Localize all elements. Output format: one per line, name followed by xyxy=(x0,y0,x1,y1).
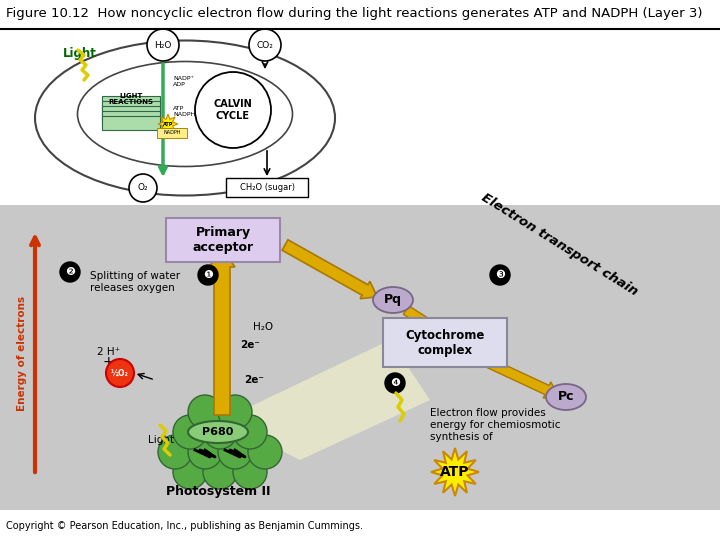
FancyArrow shape xyxy=(403,306,471,353)
Text: Light: Light xyxy=(63,46,97,59)
FancyBboxPatch shape xyxy=(166,218,280,262)
Text: H₂O: H₂O xyxy=(154,40,171,50)
FancyBboxPatch shape xyxy=(102,111,160,125)
Circle shape xyxy=(233,455,267,489)
Circle shape xyxy=(195,72,271,148)
Circle shape xyxy=(188,395,222,429)
Text: Pc: Pc xyxy=(558,390,575,403)
Text: 2 H⁺: 2 H⁺ xyxy=(97,347,120,357)
Polygon shape xyxy=(158,114,178,134)
FancyBboxPatch shape xyxy=(0,28,720,205)
Circle shape xyxy=(173,415,207,449)
FancyBboxPatch shape xyxy=(157,128,187,138)
Text: Figure 10.12  How noncyclic electron flow during the light reactions generates A: Figure 10.12 How noncyclic electron flow… xyxy=(6,8,703,21)
Text: +: + xyxy=(102,355,114,369)
FancyArrow shape xyxy=(485,357,558,398)
Ellipse shape xyxy=(373,287,413,313)
Circle shape xyxy=(249,29,281,61)
Circle shape xyxy=(198,265,218,285)
Text: Cytochrome
complex: Cytochrome complex xyxy=(405,329,485,357)
Polygon shape xyxy=(431,448,479,496)
FancyBboxPatch shape xyxy=(102,106,160,120)
Text: NADP⁺: NADP⁺ xyxy=(173,76,194,80)
Text: H₂O: H₂O xyxy=(253,322,273,332)
Ellipse shape xyxy=(188,421,248,443)
Circle shape xyxy=(490,265,510,285)
Circle shape xyxy=(203,415,237,449)
Text: CALVIN
CYCLE: CALVIN CYCLE xyxy=(214,99,253,121)
Circle shape xyxy=(129,174,157,202)
Text: 2e⁻: 2e⁻ xyxy=(240,340,260,350)
Circle shape xyxy=(385,373,405,393)
Circle shape xyxy=(60,262,80,282)
Text: NADPH: NADPH xyxy=(173,112,195,118)
Text: Photosystem II: Photosystem II xyxy=(166,485,270,498)
Text: ❷: ❷ xyxy=(65,267,75,277)
Circle shape xyxy=(218,435,252,469)
FancyArrow shape xyxy=(282,240,377,299)
Circle shape xyxy=(188,435,222,469)
Text: CO₂: CO₂ xyxy=(256,40,274,50)
Text: Splitting of water
releases oxygen: Splitting of water releases oxygen xyxy=(90,271,180,293)
Text: Electron flow provides
energy for chemiosmotic
synthesis of: Electron flow provides energy for chemio… xyxy=(430,408,560,442)
Text: NADPH: NADPH xyxy=(163,131,181,136)
Text: ATP: ATP xyxy=(440,465,469,479)
Circle shape xyxy=(233,415,267,449)
FancyArrow shape xyxy=(209,249,235,415)
Text: Energy of electrons: Energy of electrons xyxy=(17,295,27,410)
FancyBboxPatch shape xyxy=(102,101,160,115)
FancyBboxPatch shape xyxy=(0,205,720,510)
FancyBboxPatch shape xyxy=(383,318,507,367)
Polygon shape xyxy=(222,340,430,460)
Text: ½O₂: ½O₂ xyxy=(111,368,129,377)
Circle shape xyxy=(158,435,192,469)
FancyBboxPatch shape xyxy=(102,116,160,130)
Text: ❹: ❹ xyxy=(390,378,400,388)
FancyBboxPatch shape xyxy=(226,178,308,197)
Text: O₂: O₂ xyxy=(138,184,148,192)
Text: ATP: ATP xyxy=(173,105,184,111)
Text: Electron transport chain: Electron transport chain xyxy=(480,191,641,299)
Text: ADP: ADP xyxy=(173,82,186,86)
Circle shape xyxy=(248,435,282,469)
Circle shape xyxy=(147,29,179,61)
Text: Primary
acceptor: Primary acceptor xyxy=(192,226,253,254)
FancyBboxPatch shape xyxy=(0,510,720,540)
Text: Pq: Pq xyxy=(384,294,402,307)
Ellipse shape xyxy=(546,384,586,410)
Text: ❸: ❸ xyxy=(495,270,505,280)
Circle shape xyxy=(218,395,252,429)
Text: ATP: ATP xyxy=(163,122,174,126)
Text: P680: P680 xyxy=(202,427,234,437)
Circle shape xyxy=(173,455,207,489)
Text: Light: Light xyxy=(148,435,174,445)
Text: 2e⁻: 2e⁻ xyxy=(244,375,264,385)
FancyBboxPatch shape xyxy=(0,0,720,28)
Text: CH₂O (sugar): CH₂O (sugar) xyxy=(240,184,294,192)
Text: Copyright © Pearson Education, Inc., publishing as Benjamin Cummings.: Copyright © Pearson Education, Inc., pub… xyxy=(6,521,363,531)
Text: LIGHT
REACTIONS: LIGHT REACTIONS xyxy=(109,92,153,105)
Circle shape xyxy=(203,455,237,489)
Circle shape xyxy=(106,359,134,387)
FancyBboxPatch shape xyxy=(102,96,160,110)
Text: ❶: ❶ xyxy=(203,270,213,280)
